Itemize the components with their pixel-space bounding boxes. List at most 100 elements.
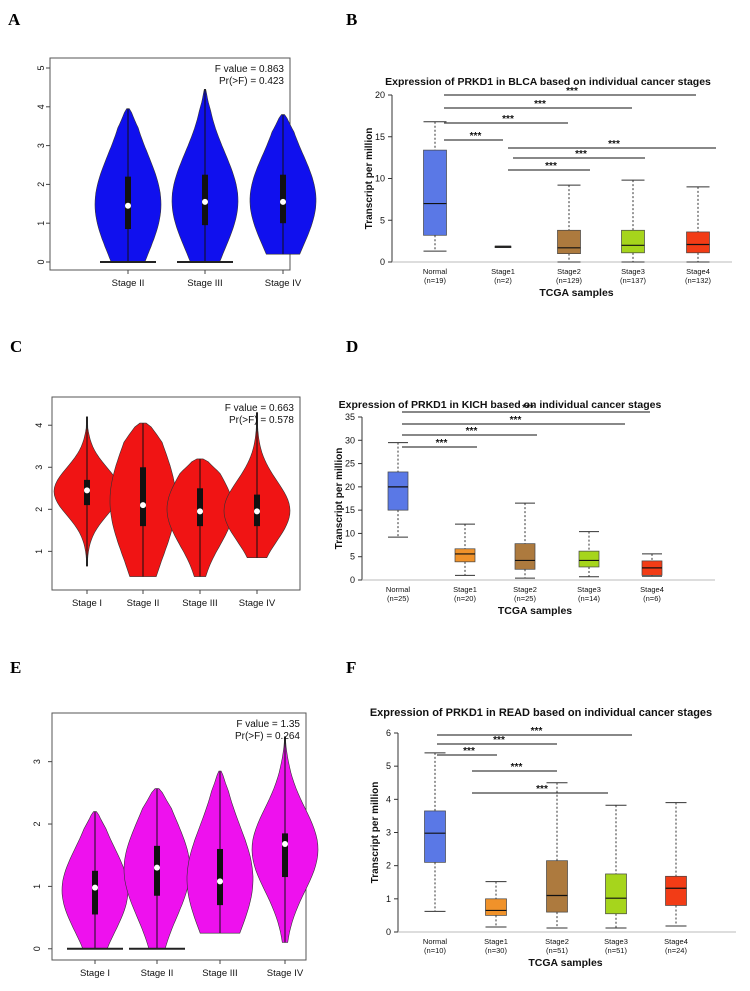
n-label: (n=24) [665, 946, 687, 955]
box-stage1 [485, 898, 507, 916]
chart-title: Expression of PRKD1 in BLCA based on ind… [385, 76, 711, 88]
x-tick-label: Stage2 [513, 585, 537, 594]
x-tick-label: Stage II [127, 598, 160, 609]
x-tick-label: Stage IV [239, 598, 276, 609]
y-tick-label: 4 [386, 794, 391, 804]
box-stage3 [605, 873, 627, 915]
x-tick-label: Stage4 [640, 585, 664, 594]
y-tick-label: 5 [36, 65, 46, 70]
box-stage4 [665, 875, 687, 906]
x-tick-label: Stage3 [577, 585, 601, 594]
n-label: (n=132) [685, 276, 712, 285]
y-tick-label: 2 [386, 861, 391, 871]
x-tick-label: Stage I [80, 968, 110, 979]
y-tick-label: 15 [375, 132, 385, 142]
box-stage2 [557, 229, 581, 255]
chart-title: Expression of PRKD1 in READ based on ind… [370, 707, 712, 719]
y-axis-label: Transcript per million [364, 128, 375, 230]
significance-stars: *** [534, 99, 546, 110]
y-tick-label: 6 [386, 728, 391, 738]
y-tick-label: 1 [386, 894, 391, 904]
n-label: (n=51) [605, 946, 627, 955]
significance-stars: *** [531, 726, 543, 737]
significance-stars: *** [545, 161, 557, 172]
y-tick-label: 1 [32, 884, 42, 889]
y-tick-label: 0 [32, 946, 42, 951]
violin-median-dot [280, 198, 286, 205]
x-tick-label: Stage1 [453, 585, 477, 594]
violin-iqr-box [282, 833, 288, 878]
violin-median-dot [282, 840, 288, 847]
n-label: (n=10) [424, 946, 446, 955]
n-label: (n=137) [620, 276, 647, 285]
x-tick-label: Stage III [202, 968, 237, 979]
violin-median-dot [154, 864, 160, 871]
panel-letter-e: E [10, 658, 22, 677]
n-label: (n=19) [424, 276, 446, 285]
box-stage3 [578, 550, 600, 568]
stat-f-value: F value = 0.863 [215, 64, 285, 75]
y-tick-label: 10 [345, 528, 355, 538]
significance-stars: *** [522, 403, 534, 414]
n-label: (n=20) [454, 594, 476, 603]
x-axis-label: TCGA samples [528, 957, 602, 969]
y-tick-label: 3 [34, 465, 44, 470]
stat-p-value: Pr(>F) = 0.264 [235, 731, 300, 742]
y-tick-label: 4 [36, 104, 46, 109]
x-tick-label: Stage3 [621, 267, 645, 276]
violin-iqr-box [140, 467, 146, 527]
chart-title: Expression of PRKD1 in KICH based on ind… [339, 399, 662, 411]
panel-letter-c: C [10, 337, 23, 356]
significance-stars: *** [510, 415, 522, 426]
x-tick-label: Stage2 [557, 267, 581, 276]
x-tick-label: Stage1 [491, 267, 515, 276]
box-normal [424, 810, 446, 863]
x-tick-label: Normal [423, 267, 448, 276]
violin-iqr-box [154, 845, 160, 896]
x-tick-label: Stage IV [265, 278, 302, 289]
significance-stars: *** [536, 784, 548, 795]
y-tick-label: 2 [32, 822, 42, 827]
violin-iqr-box [217, 848, 223, 906]
violin-iqr-box [197, 488, 203, 527]
y-tick-label: 3 [36, 143, 46, 148]
box-normal [387, 471, 409, 511]
y-tick-label: 2 [34, 507, 44, 512]
violin-median-dot [84, 487, 90, 494]
y-tick-label: 20 [375, 90, 385, 100]
stat-f-value: F value = 0.663 [225, 403, 295, 414]
violin-median-dot [202, 198, 208, 205]
n-label: (n=30) [485, 946, 507, 955]
significance-stars: *** [466, 426, 478, 437]
n-label: (n=51) [546, 946, 568, 955]
n-label: (n=2) [494, 276, 512, 285]
y-axis-label: Transcript per million [370, 782, 381, 884]
significance-stars: *** [502, 114, 514, 125]
significance-stars: *** [463, 746, 475, 757]
y-tick-label: 2 [36, 182, 46, 187]
x-tick-label: Stage IV [267, 968, 304, 979]
box-stage4 [686, 231, 710, 254]
x-tick-label: Stage I [72, 598, 102, 609]
x-tick-label: Stage2 [545, 937, 569, 946]
y-tick-label: 3 [386, 828, 391, 838]
panel-letter-d: D [346, 337, 359, 356]
y-tick-label: 25 [345, 459, 355, 469]
y-tick-label: 5 [380, 215, 385, 225]
y-tick-label: 20 [345, 482, 355, 492]
significance-stars: *** [493, 735, 505, 746]
n-label: (n=25) [514, 594, 536, 603]
y-tick-label: 0 [350, 575, 355, 585]
violin-median-dot [197, 508, 203, 515]
x-tick-label: Stage II [141, 968, 174, 979]
stat-p-value: Pr(>F) = 0.423 [219, 76, 284, 87]
violin-median-dot [140, 502, 146, 509]
y-tick-label: 5 [386, 761, 391, 771]
box-stage2 [514, 543, 536, 570]
x-tick-label: Stage4 [664, 937, 688, 946]
violin-iqr-box [92, 870, 98, 915]
x-tick-label: Normal [423, 937, 448, 946]
x-tick-label: Stage III [182, 598, 217, 609]
y-tick-label: 30 [345, 435, 355, 445]
box-stage1 [454, 548, 476, 563]
